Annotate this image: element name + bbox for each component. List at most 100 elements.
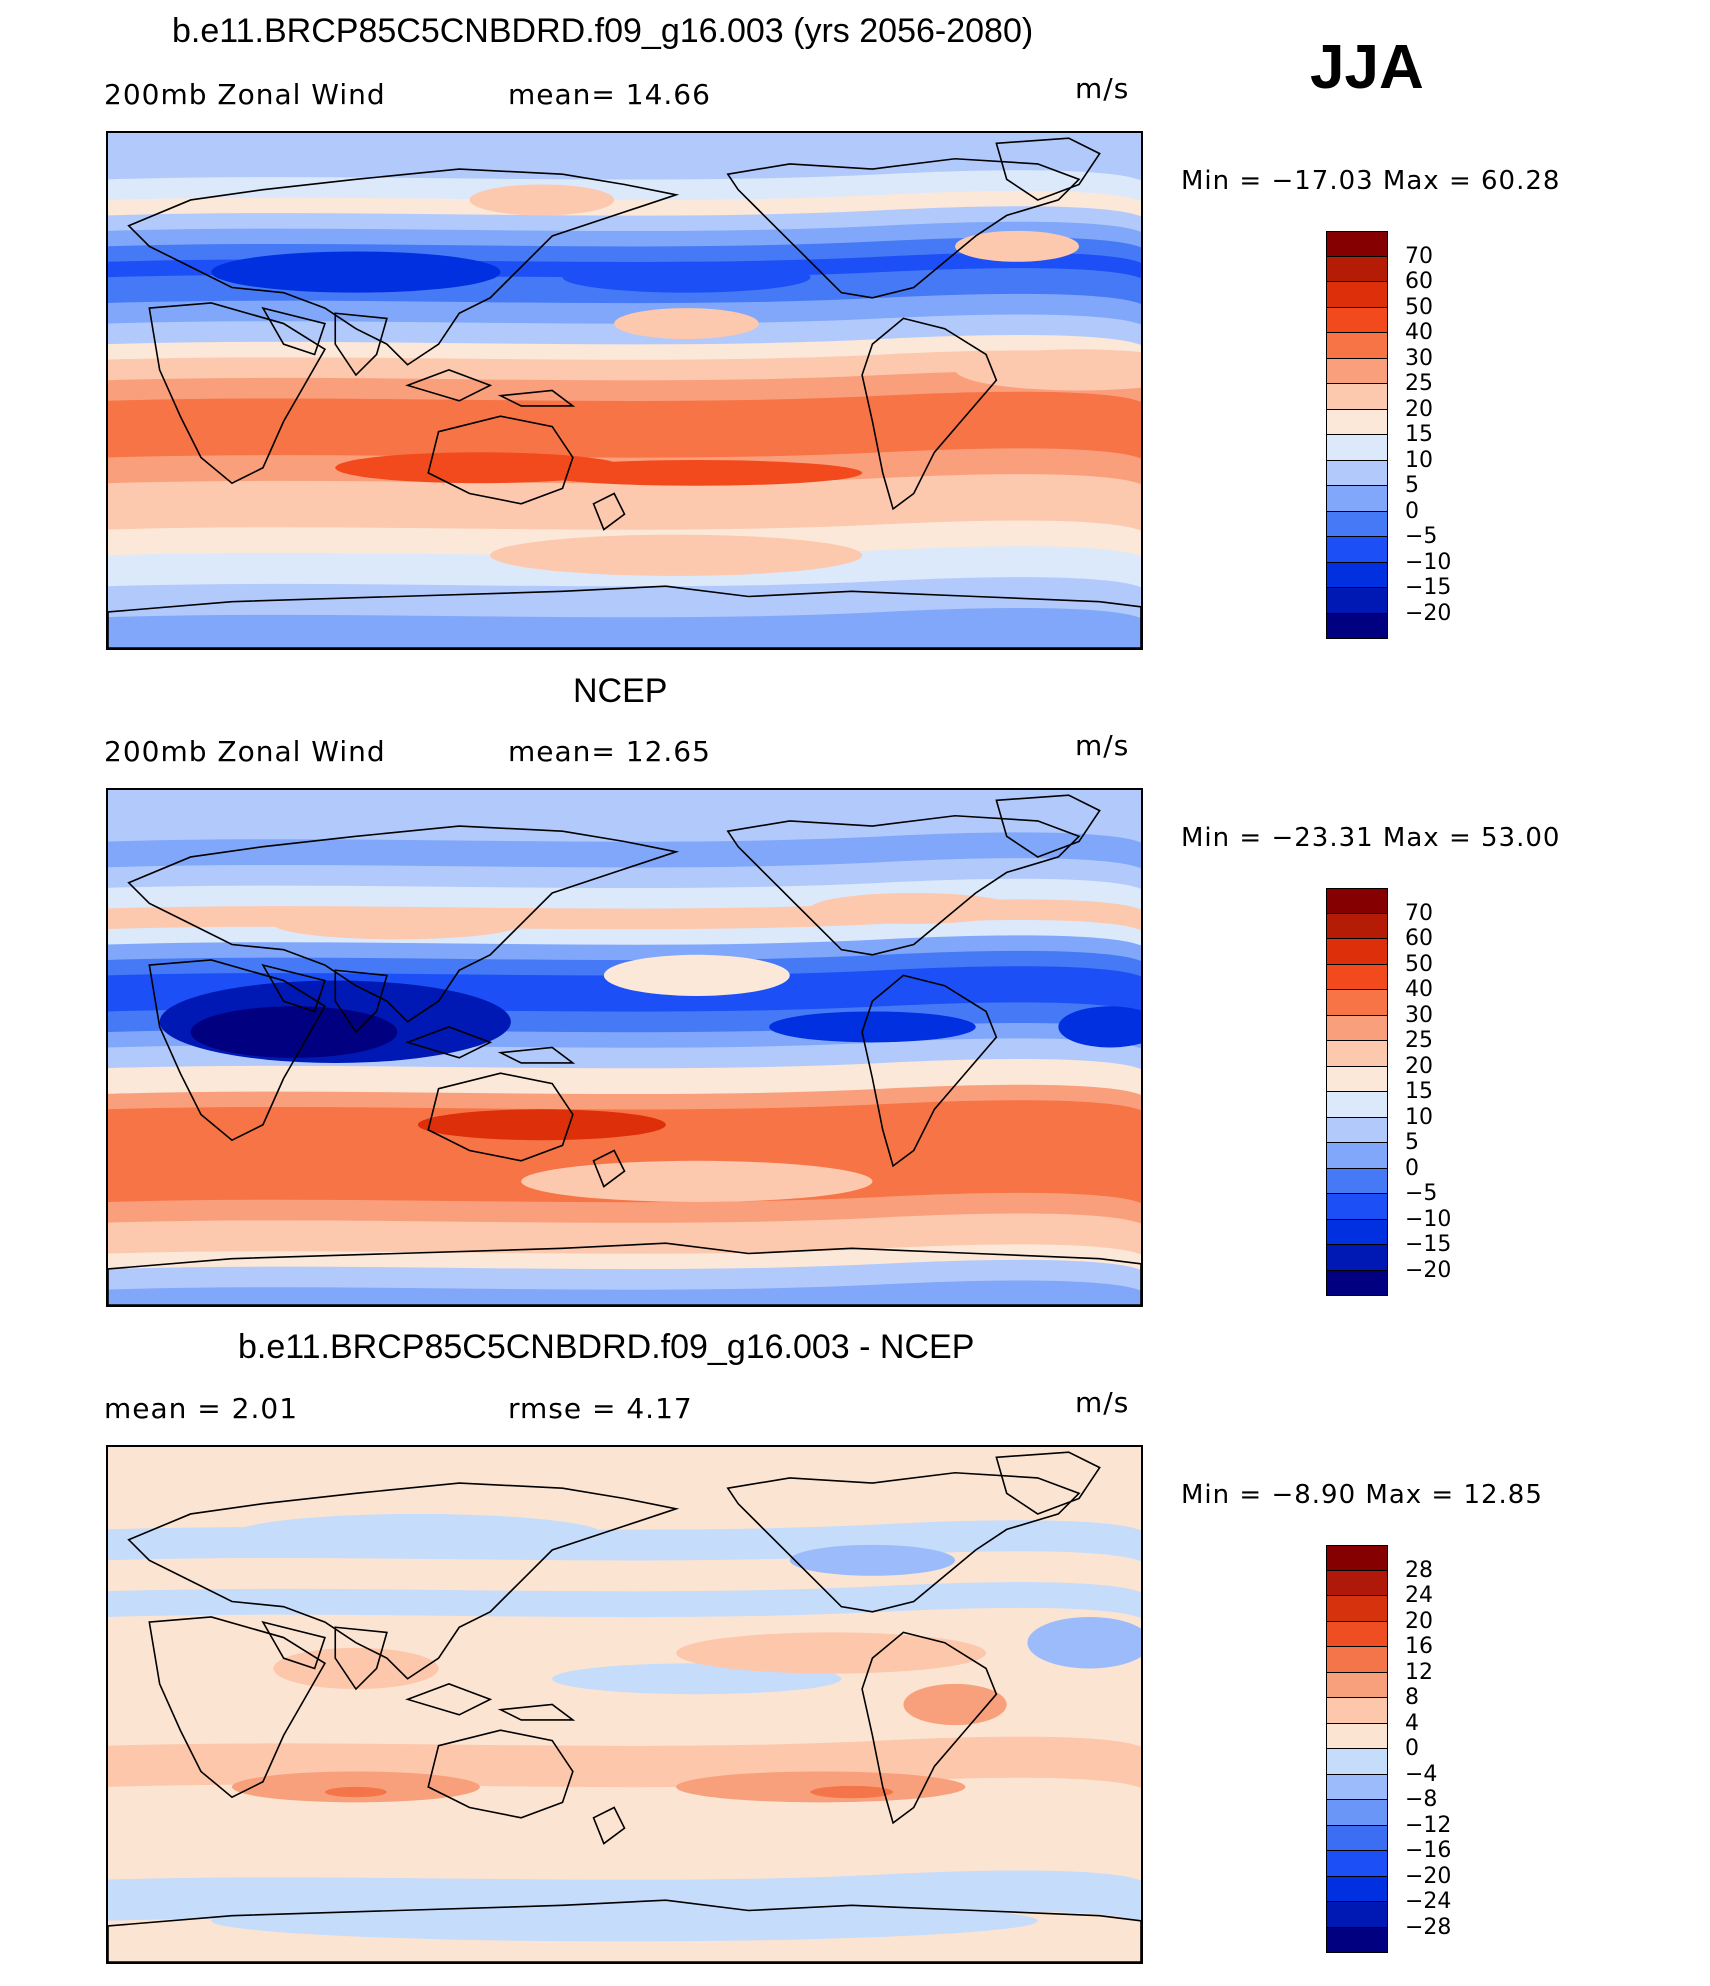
coastline-outline [129, 826, 676, 1022]
coastline-outline [408, 1684, 573, 1720]
panel-2-contour-field [108, 790, 1141, 1305]
colorbar-tick-label: 24 [1405, 1583, 1433, 1608]
colorbar-tick-label: 25 [1405, 371, 1433, 396]
panel-2-title: NCEP [573, 672, 668, 710]
colorbar-swatch [1326, 1168, 1388, 1194]
colorbar-swatch [1326, 1117, 1388, 1143]
panel-2-mean: mean= 12.65 [508, 735, 711, 768]
colorbar-tick-label: −10 [1405, 1206, 1452, 1232]
coastline-outline [862, 975, 996, 1166]
panel-1-contour-field [108, 133, 1141, 648]
colorbar-swatch [1326, 990, 1388, 1016]
coastline-outline [108, 1900, 1141, 1962]
panel-2-colorbar [1326, 888, 1388, 1296]
coastline-outline [428, 416, 573, 504]
colorbar-tick-label: 25 [1405, 1028, 1433, 1053]
colorbar-tick-label: 5 [1405, 1130, 1419, 1155]
panel-1-colorbar [1326, 231, 1388, 639]
coastline-outline [996, 795, 1099, 857]
coastline-outline [996, 1452, 1099, 1514]
coastlines [108, 795, 1141, 1305]
season-label: JJA [1310, 33, 1424, 102]
coastline-outline [129, 169, 676, 365]
coastline-outline [728, 159, 1079, 298]
colorbar-tick-label: −20 [1405, 1863, 1452, 1889]
panel-3-rmse: rmse = 4.17 [508, 1392, 693, 1425]
panel-3-units: m/s [1075, 1386, 1130, 1419]
coastline-outline [862, 1632, 996, 1823]
colorbar-tick-label: −20 [1405, 1257, 1452, 1283]
coastlines [108, 1452, 1141, 1962]
colorbar-swatch [1326, 939, 1388, 965]
colorbar-swatch [1326, 1270, 1388, 1296]
colorbar-tick-label: 60 [1405, 269, 1433, 294]
colorbar-tick-label: 12 [1405, 1659, 1433, 1685]
colorbar-swatch [1326, 1672, 1388, 1698]
colorbar-swatch [1326, 1800, 1388, 1826]
colorbar-tick-label: 20 [1405, 1053, 1433, 1079]
colorbar-swatch [1326, 256, 1388, 282]
panel-3-title: b.e11.BRCP85C5CNBDRD.f09_g16.003 - NCEP [238, 1328, 975, 1366]
coastlines [108, 138, 1141, 648]
colorbar-swatch [1326, 1545, 1388, 1571]
colorbar-swatch [1326, 1621, 1388, 1647]
colorbar-tick-label: −24 [1405, 1889, 1452, 1914]
colorbar-tick-label: 28 [1405, 1557, 1433, 1583]
colorbar-swatch [1326, 1194, 1388, 1220]
colorbar-tick-label: 10 [1405, 447, 1433, 473]
colorbar-tick-label: 40 [1405, 977, 1433, 1002]
colorbar-swatch [1326, 1092, 1388, 1118]
colorbar-tick-label: 30 [1405, 345, 1433, 371]
colorbar-tick-label: −20 [1405, 600, 1452, 626]
coastline-outline [594, 1151, 625, 1187]
coastline-outline [129, 1483, 676, 1679]
colorbar-swatch [1326, 1876, 1388, 1902]
coastline-outline [408, 1027, 573, 1063]
colorbar-swatch [1326, 1219, 1388, 1245]
colorbar-tick-label: 8 [1405, 1685, 1419, 1710]
colorbar-tick-label: 0 [1405, 1155, 1419, 1181]
panel-3-contour-field [108, 1447, 1141, 1962]
colorbar-swatch [1326, 307, 1388, 333]
panel-2-minmax: Min = −23.31 Max = 53.00 [1181, 823, 1561, 853]
colorbar-swatch [1326, 562, 1388, 588]
colorbar-tick-label: 60 [1405, 926, 1433, 951]
colorbar-tick-label: 70 [1405, 900, 1433, 926]
colorbar-tick-label: 30 [1405, 1002, 1433, 1028]
colorbar-tick-label: 15 [1405, 1079, 1433, 1104]
colorbar-swatch [1326, 435, 1388, 461]
colorbar-tick-label: 0 [1405, 1736, 1419, 1761]
colorbar-tick-label: −8 [1405, 1787, 1438, 1812]
colorbar-swatch [1326, 964, 1388, 990]
panel-1-mean: mean= 14.66 [508, 78, 711, 111]
colorbar-tick-label: −4 [1405, 1761, 1438, 1787]
colorbar-swatch [1326, 913, 1388, 939]
colorbar-swatch [1326, 1596, 1388, 1622]
colorbar-swatch [1326, 613, 1388, 639]
colorbar-swatch [1326, 1902, 1388, 1928]
coastline-outline [263, 1622, 325, 1668]
panel-2-variable-label: 200mb Zonal Wind [104, 735, 386, 768]
coastline-outline [108, 586, 1141, 648]
colorbar-tick-label: 0 [1405, 498, 1419, 524]
colorbar-swatch [1326, 1066, 1388, 1092]
colorbar-tick-label: 5 [1405, 473, 1419, 498]
colorbar-tick-label: 16 [1405, 1634, 1433, 1659]
coastline-outline [728, 816, 1079, 955]
colorbar-swatch [1326, 1647, 1388, 1673]
colorbar-swatch [1326, 333, 1388, 359]
colorbar-swatch [1326, 358, 1388, 384]
coastline-outline [594, 1808, 625, 1844]
coastline-outline [335, 970, 387, 1032]
colorbar-tick-label: 40 [1405, 320, 1433, 345]
colorbar-tick-label: −5 [1405, 1181, 1438, 1206]
colorbar-swatch [1326, 1143, 1388, 1169]
coastline-outline [335, 313, 387, 375]
panel-2-units: m/s [1075, 729, 1130, 762]
coastline-outline [996, 138, 1099, 200]
colorbar-swatch [1326, 1851, 1388, 1877]
colorbar-swatch [1326, 486, 1388, 512]
colorbar-swatch [1326, 409, 1388, 435]
panel-3-colorbar [1326, 1545, 1388, 1953]
coastline-outline [428, 1073, 573, 1161]
